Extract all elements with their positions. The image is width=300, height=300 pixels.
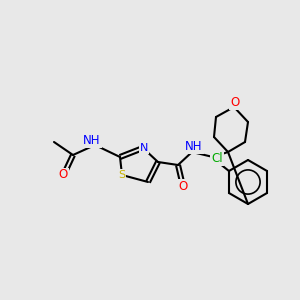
Text: O: O xyxy=(230,97,240,110)
Text: NH: NH xyxy=(83,134,101,148)
Text: NH: NH xyxy=(185,140,203,154)
Text: N: N xyxy=(140,143,148,153)
Text: O: O xyxy=(178,179,188,193)
Text: O: O xyxy=(58,169,68,182)
Text: S: S xyxy=(118,170,126,180)
Text: Cl: Cl xyxy=(211,152,223,166)
